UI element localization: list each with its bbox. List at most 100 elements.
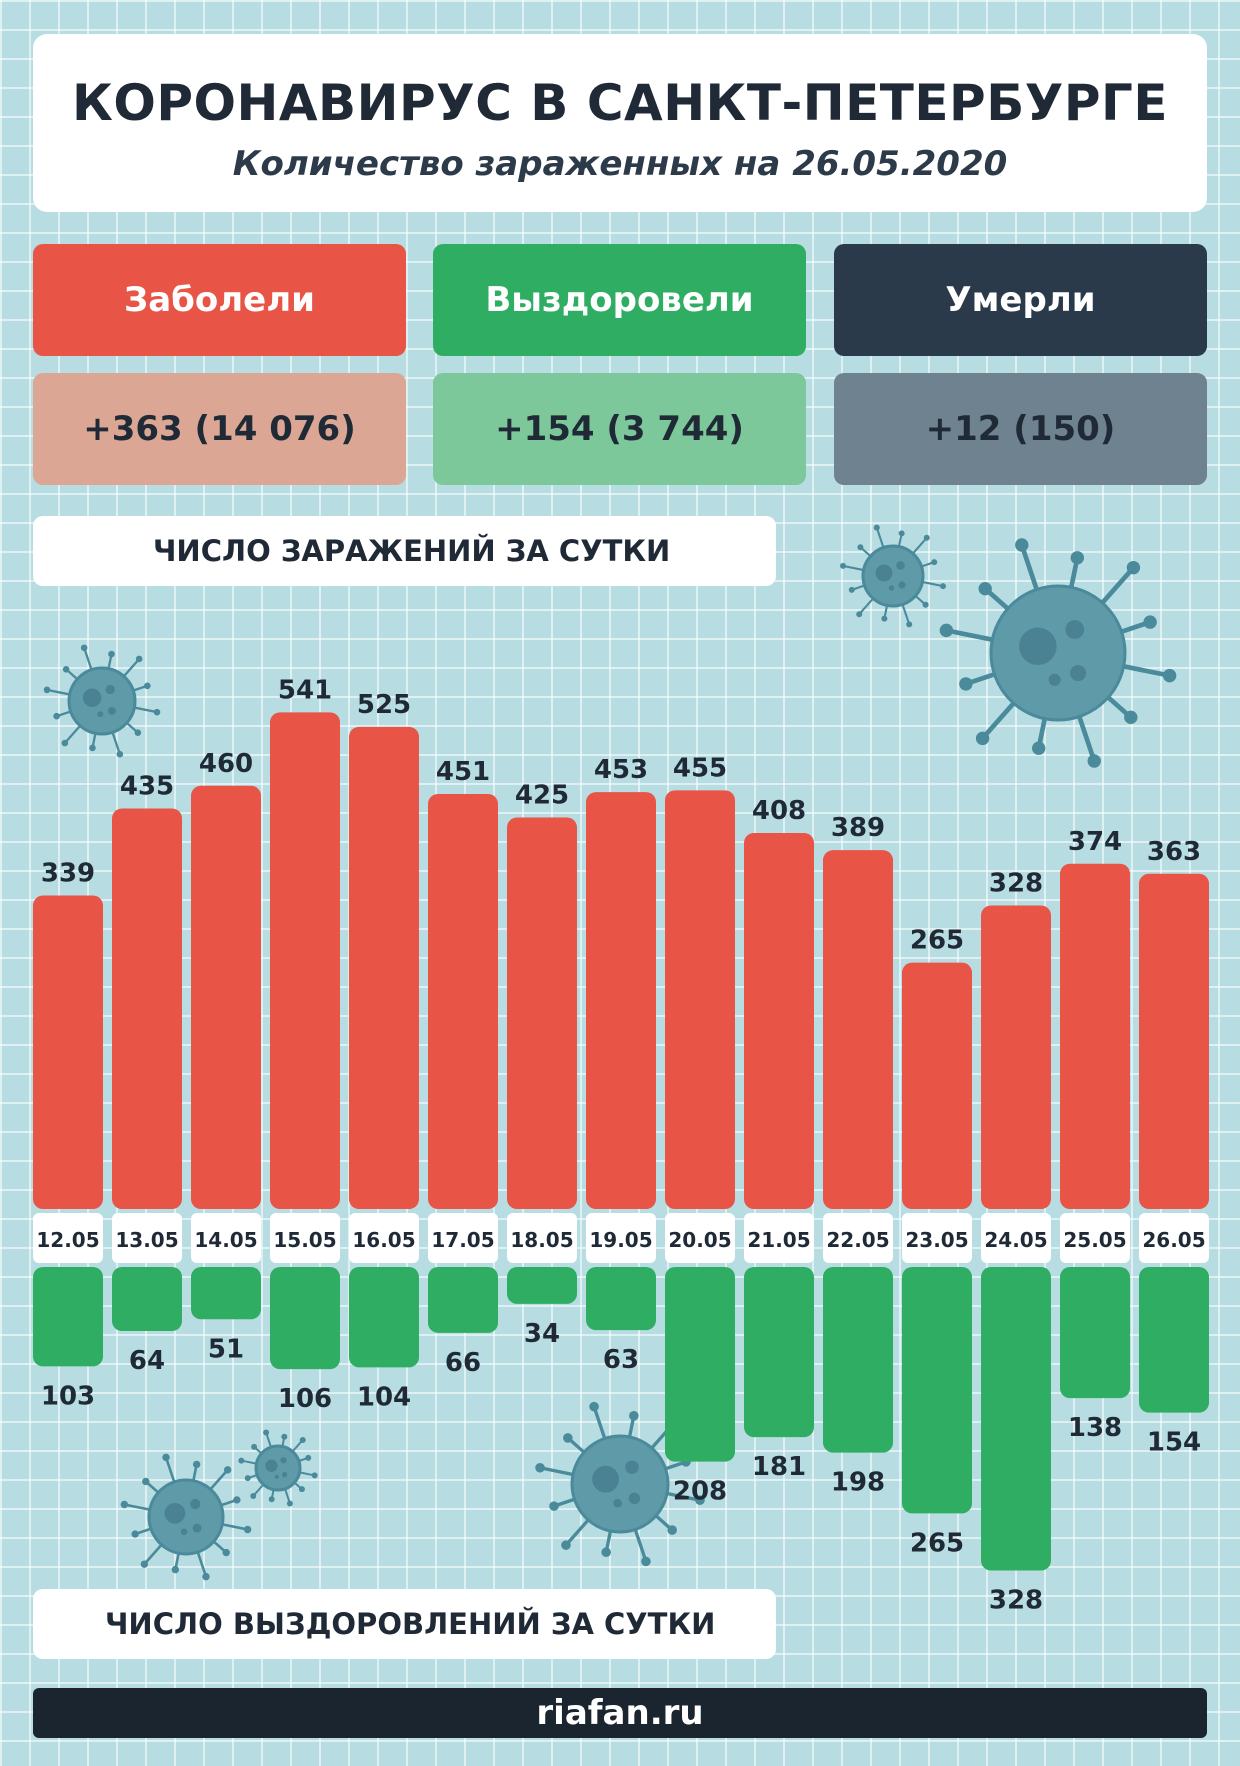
date-label: 19.05 — [589, 1228, 652, 1252]
date-label: 15.05 — [273, 1228, 336, 1252]
infection-bar — [981, 905, 1051, 1209]
stat-value-died: +12 (150) — [834, 373, 1207, 485]
footer-site: riafan.ru — [33, 1688, 1207, 1738]
infection-value-label: 460 — [199, 749, 253, 779]
virus-icon-small-top — [840, 524, 946, 628]
infection-bar — [112, 808, 182, 1209]
infection-bar — [823, 850, 893, 1209]
date-label-box — [981, 1213, 1051, 1263]
date-label-box — [902, 1213, 972, 1263]
infection-bar — [507, 817, 577, 1209]
stat-value-infected: +363 (14 076) — [33, 373, 406, 485]
virus-icon-left — [43, 644, 161, 758]
date-label-box — [112, 1213, 182, 1263]
recovery-bar — [507, 1267, 577, 1304]
recovery-value-label: 265 — [910, 1528, 964, 1558]
infection-value-label: 339 — [41, 859, 95, 889]
infection-value-label: 435 — [120, 771, 174, 801]
recovery-bar — [586, 1267, 656, 1331]
recovery-bar — [191, 1267, 261, 1320]
infection-value-label: 389 — [831, 813, 885, 843]
stat-label-infected: Заболели — [33, 244, 406, 356]
infection-bar — [665, 790, 735, 1209]
date-label: 26.05 — [1142, 1228, 1205, 1252]
date-label-box — [428, 1213, 498, 1263]
date-label-box — [270, 1213, 340, 1263]
infection-value-label: 541 — [278, 675, 332, 705]
recovery-bar — [744, 1267, 814, 1438]
recovery-value-label: 181 — [752, 1452, 806, 1482]
page-title: КОРОНАВИРУС В САНКТ-ПЕТЕРБУРГЕ — [71, 74, 1169, 132]
infection-bar — [586, 792, 656, 1209]
date-label: 24.05 — [984, 1228, 1047, 1252]
date-label: 16.05 — [352, 1228, 415, 1252]
infection-bar — [349, 726, 419, 1209]
infection-bar — [1060, 863, 1130, 1209]
page-subtitle: Количество зараженных на 26.05.2020 — [232, 144, 1008, 184]
infection-bar — [33, 895, 103, 1209]
recovery-value-label: 34 — [524, 1319, 560, 1349]
recovery-value-label: 154 — [1147, 1428, 1201, 1458]
date-label-box — [1139, 1213, 1209, 1263]
infection-value-label: 374 — [1068, 827, 1122, 857]
recovery-value-label: 103 — [41, 1381, 95, 1411]
date-label-box — [744, 1213, 814, 1263]
infection-value-label: 455 — [673, 753, 727, 783]
stat-label-died: Умерли — [834, 244, 1207, 356]
virus-icon-bottom-left — [120, 1453, 252, 1581]
recovery-value-label: 51 — [208, 1334, 244, 1364]
infection-bar — [428, 793, 498, 1209]
date-label-box — [1060, 1213, 1130, 1263]
stat-value-recovered: +154 (3 744) — [433, 373, 806, 485]
date-label: 17.05 — [431, 1228, 494, 1252]
infection-bar — [1139, 873, 1209, 1209]
date-label: 25.05 — [1063, 1228, 1126, 1252]
infection-value-label: 408 — [752, 796, 806, 826]
infection-bar — [902, 962, 972, 1209]
infection-value-label: 525 — [357, 690, 411, 720]
recovery-bar — [1139, 1267, 1209, 1413]
infection-value-label: 451 — [436, 757, 490, 787]
recovery-bar — [270, 1267, 340, 1370]
infection-bar — [270, 712, 340, 1209]
infection-bar — [744, 832, 814, 1209]
date-label: 20.05 — [668, 1228, 731, 1252]
recovery-bar — [823, 1267, 893, 1453]
infection-bar — [191, 785, 261, 1209]
recovery-value-label: 66 — [445, 1348, 481, 1378]
recoveries-section-label: ЧИСЛО ВЫЗДОРОВЛЕНИЙ ЗА СУТКИ — [33, 1589, 776, 1659]
recovery-bar — [349, 1267, 419, 1368]
infection-value-label: 363 — [1147, 837, 1201, 867]
recovery-bar — [902, 1267, 972, 1514]
stat-label-recovered: Выздоровели — [433, 244, 806, 356]
recovery-bar — [1060, 1267, 1130, 1399]
recovery-value-label: 208 — [673, 1477, 727, 1507]
recovery-value-label: 104 — [357, 1382, 411, 1412]
recovery-bar — [33, 1267, 103, 1367]
virus-icon-bottom-center — [535, 1401, 705, 1567]
date-label: 14.05 — [194, 1228, 257, 1252]
recovery-value-label: 63 — [603, 1345, 639, 1375]
infection-value-label: 425 — [515, 781, 569, 811]
date-label-box — [823, 1213, 893, 1263]
date-label: 21.05 — [747, 1228, 810, 1252]
infection-value-label: 328 — [989, 869, 1043, 899]
date-label: 12.05 — [36, 1228, 99, 1252]
date-label-box — [191, 1213, 261, 1263]
date-label-box — [665, 1213, 735, 1263]
date-label-box — [507, 1213, 577, 1263]
recovery-bar — [112, 1267, 182, 1332]
recovery-value-label: 328 — [989, 1585, 1043, 1615]
date-label-box — [349, 1213, 419, 1263]
date-label: 22.05 — [826, 1228, 889, 1252]
recovery-bar — [665, 1267, 735, 1462]
recovery-value-label: 64 — [129, 1346, 165, 1376]
date-label: 23.05 — [905, 1228, 968, 1252]
infections-section-label: ЧИСЛО ЗАРАЖЕНИЙ ЗА СУТКИ — [33, 516, 776, 586]
recovery-value-label: 198 — [831, 1468, 885, 1498]
date-label: 13.05 — [115, 1228, 178, 1252]
infection-value-label: 453 — [594, 755, 648, 785]
title-card: КОРОНАВИРУС В САНКТ-ПЕТЕРБУРГЕ Количеств… — [33, 34, 1207, 212]
recovery-bar — [981, 1267, 1051, 1571]
